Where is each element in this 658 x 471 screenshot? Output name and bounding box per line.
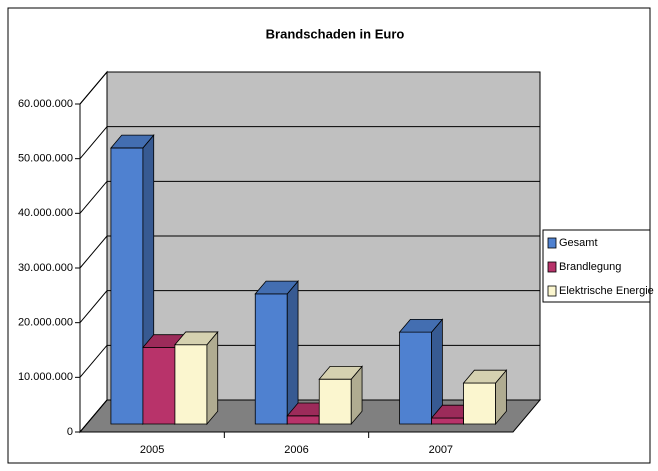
legend-label: Gesamt xyxy=(559,237,598,249)
legend-label: Brandlegung xyxy=(559,261,621,273)
y-tick-label: 10.000.000 xyxy=(18,371,73,383)
bar-front xyxy=(142,347,176,425)
bar-top xyxy=(398,318,444,333)
legend: Gesamt Brandlegung Elektrische Energie xyxy=(542,229,654,303)
bar-front xyxy=(318,378,352,425)
bar-side xyxy=(286,279,299,426)
y-tick-label: 60.000.000 xyxy=(18,98,73,110)
bar xyxy=(174,330,219,426)
y-tick-label: 50.000.000 xyxy=(18,153,73,165)
grid-line xyxy=(79,235,540,269)
bar-front xyxy=(110,147,144,425)
bar-top xyxy=(110,134,155,149)
legend-box xyxy=(542,229,651,303)
y-tick-label: 20.000.000 xyxy=(18,317,73,329)
legend-swatch xyxy=(547,237,557,249)
grid-line xyxy=(79,344,540,378)
bar-front xyxy=(254,293,288,425)
grid-line xyxy=(79,180,540,214)
x-tick-label: 2006 xyxy=(284,444,308,456)
grid-line xyxy=(79,290,540,323)
legend-swatch xyxy=(547,261,557,273)
bar xyxy=(254,279,299,426)
legend-swatch xyxy=(547,285,557,297)
bar-front xyxy=(286,415,320,425)
y-tick-label: 0 xyxy=(67,426,73,438)
grid-line xyxy=(79,399,540,433)
bar xyxy=(462,369,508,426)
bar-side xyxy=(206,330,219,426)
bar-top xyxy=(254,280,299,295)
y-tick-label: 40.000.000 xyxy=(18,207,73,219)
grid-line xyxy=(79,126,540,159)
x-tick-label: 2005 xyxy=(140,444,164,456)
y-tick-label: 30.000.000 xyxy=(18,262,73,274)
bar-front xyxy=(463,382,496,425)
bar-top xyxy=(462,369,508,384)
bar-front xyxy=(174,344,208,425)
bar xyxy=(398,318,444,426)
x-tick-label: 2007 xyxy=(429,444,453,456)
grid-line xyxy=(79,71,540,105)
bar-top xyxy=(174,331,219,346)
bar-front xyxy=(431,417,464,425)
bar-front xyxy=(399,331,432,425)
bar-top xyxy=(318,365,363,380)
bar xyxy=(318,365,363,426)
legend-label: Elektrische Energie xyxy=(559,285,654,297)
chart-title: Brandschaden in Euro xyxy=(266,26,405,41)
